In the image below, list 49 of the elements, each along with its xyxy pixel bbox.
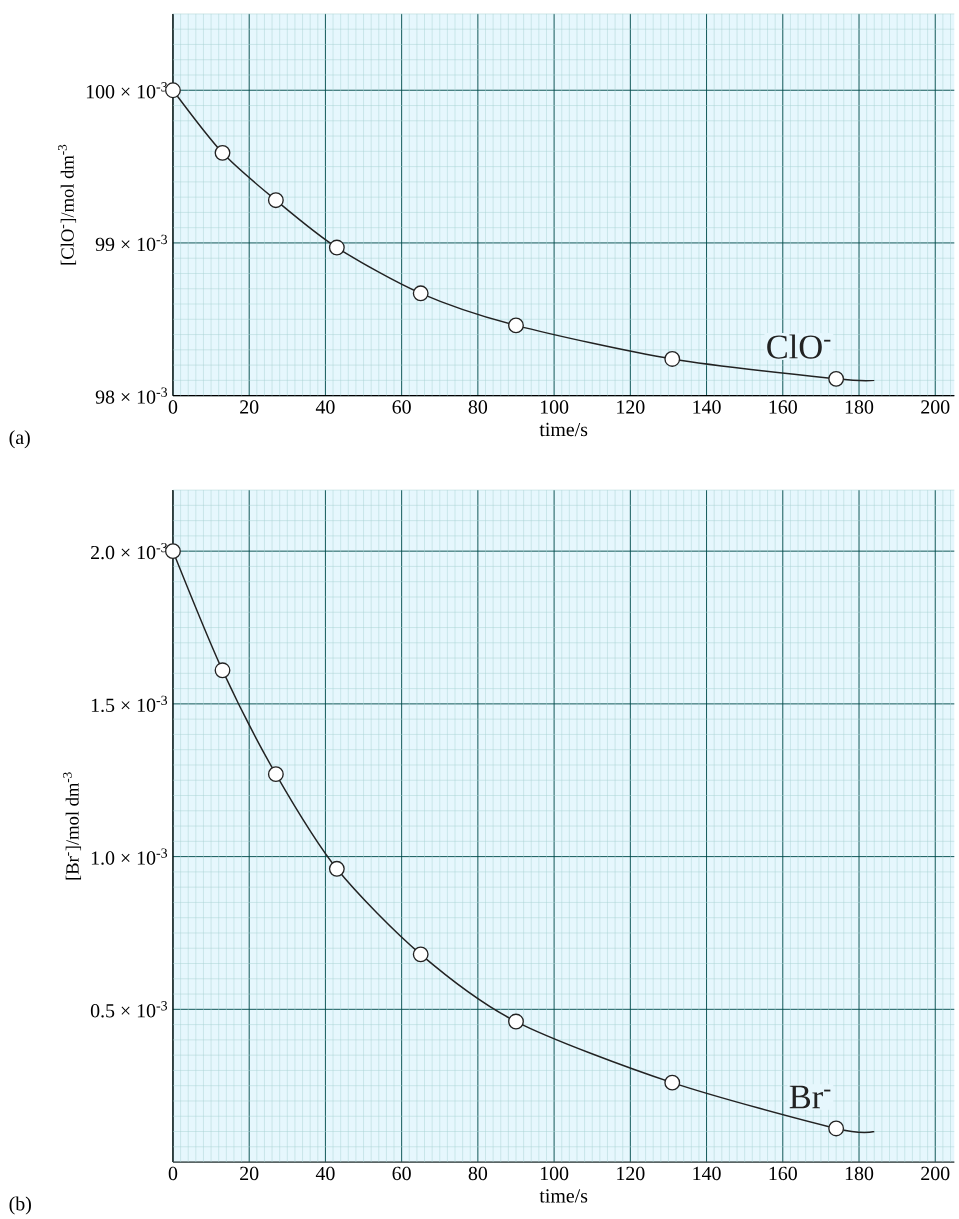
text: (b) [9, 1196, 31, 1215]
x-tick-label: 120 [617, 400, 645, 414]
y-axis-title: [Br$^{-}$]/mol dm$^{-3}$ [62, 772, 81, 880]
x-tick-label: 40 [315, 1166, 335, 1181]
x-tick-label: 120 [617, 1166, 645, 1181]
y-tick-label: 1.0 × 10$^{-3}$ [91, 848, 167, 865]
point [828, 370, 844, 387]
x-tick-label: 200 [921, 1166, 950, 1181]
x-tick-label: 100 [540, 1166, 569, 1181]
text: (a) [9, 430, 30, 449]
series-label: ClO$^{-}$ [767, 334, 831, 359]
x-tick-label: 60 [392, 1166, 411, 1181]
point [412, 946, 429, 963]
x-tick-label: 80 [468, 400, 487, 414]
x-axis-title: time/s [539, 1189, 588, 1203]
x-tick-label: 60 [392, 400, 411, 414]
point [328, 239, 345, 256]
point [828, 1120, 844, 1137]
x-tick-label: 140 [693, 1166, 721, 1181]
x-tick-label: 80 [468, 1166, 487, 1181]
point [214, 662, 231, 679]
point [328, 860, 345, 877]
y-tick-label: 0.5 × 10$^{-3}$ [90, 1001, 167, 1018]
x-tick-label: 140 [693, 400, 721, 414]
point [412, 285, 429, 302]
x-tick-label: 200 [921, 400, 950, 414]
x-tick-label: 20 [240, 1166, 259, 1181]
point [267, 766, 284, 783]
x-tick-label: 180 [845, 1166, 874, 1181]
x-tick-label: 160 [769, 1166, 797, 1181]
point [267, 192, 284, 209]
y-tick-label: 99 × 10$^{-3}$ [95, 234, 167, 252]
x-tick-label: 20 [240, 400, 259, 414]
x-tick-label: 40 [315, 400, 335, 414]
series-label: Br$^{-}$ [789, 1085, 831, 1109]
point [214, 144, 231, 161]
point [664, 1074, 681, 1091]
point [507, 317, 524, 334]
x-axis-title: time/s [539, 422, 588, 437]
x-tick-label: 0 [168, 1166, 178, 1181]
x-tick-label: 160 [769, 400, 797, 414]
point [664, 351, 681, 367]
point [507, 1013, 524, 1030]
y-tick-label: 1.5 × 10$^{-3}$ [91, 695, 167, 713]
x-tick-label: 180 [845, 400, 874, 414]
y-axis-title: [ClO$^{-}$]/mol dm$^{-3}$ [57, 144, 76, 265]
x-tick-label: 100 [540, 400, 569, 414]
x-tick-label: 0 [168, 400, 178, 414]
y-tick-label: 98 × 10$^{-3}$ [95, 387, 167, 404]
